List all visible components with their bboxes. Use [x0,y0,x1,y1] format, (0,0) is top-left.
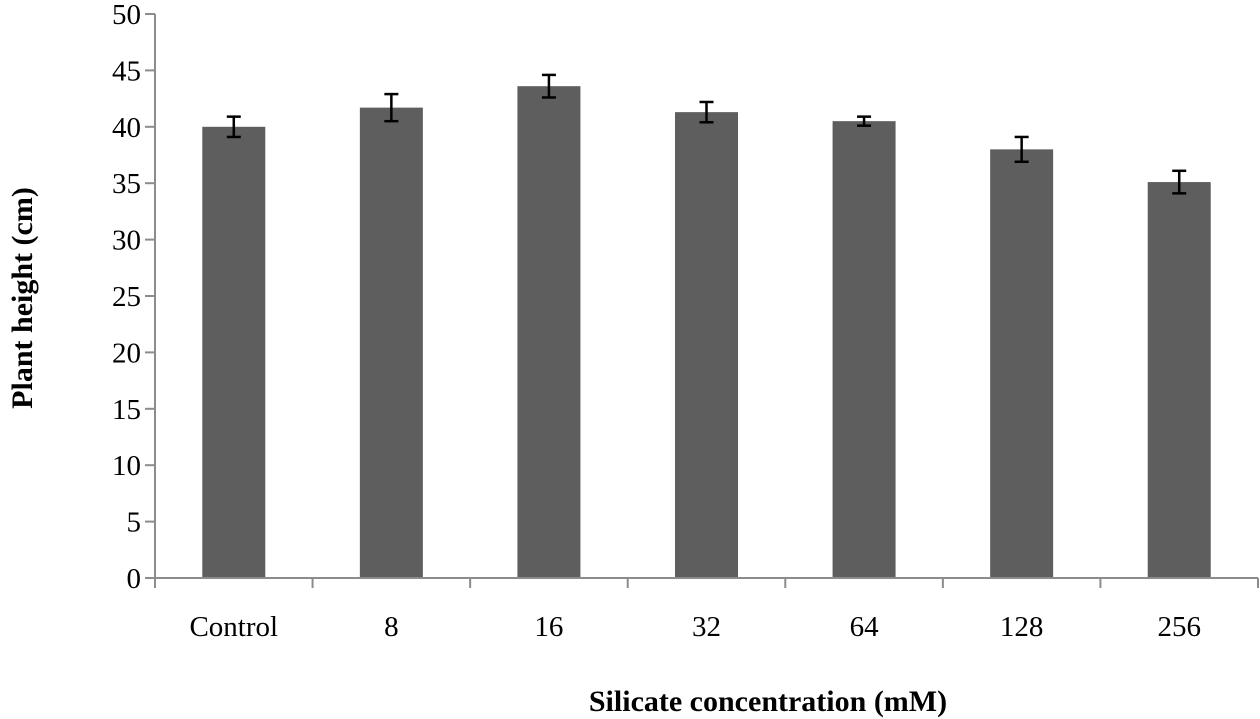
y-tick-label: 15 [112,394,141,426]
bar-64 [832,121,896,578]
y-tick-label: 20 [112,337,141,369]
y-axis-ticks: 0 5 10 15 20 25 30 35 40 45 50 [112,0,155,595]
y-tick-label: 5 [127,507,142,539]
x-tick-label: 256 [1157,611,1201,643]
bar-16 [517,86,581,578]
x-tick-label: 128 [1000,611,1044,643]
x-axis-ticks: Control 8 16 32 64 128 256 [154,578,1259,643]
error-bar [857,115,872,127]
bar-128 [990,149,1054,579]
y-tick-label: 30 [112,225,141,257]
bar-8 [359,107,423,579]
bar-256 [1147,182,1211,578]
y-tick-label: 10 [112,450,141,482]
y-tick-label: 45 [112,55,141,87]
x-tick-label: 64 [850,611,880,643]
bar-control [202,126,266,579]
y-tick-label: 25 [112,281,141,313]
y-tick-label: 0 [127,563,142,595]
error-bar [1014,135,1029,164]
x-tick-label: 8 [384,611,399,643]
error-bar [699,100,714,124]
x-tick-label: 32 [692,611,721,643]
x-tick-label: Control [189,611,278,643]
error-bar [226,115,241,139]
error-bar [1172,169,1187,195]
x-axis-title: Silicate concentration (mM) [589,685,947,718]
y-tick-label: 40 [112,112,141,144]
bar-series [202,86,1211,579]
bar-32 [675,112,738,579]
y-tick-label: 50 [112,0,141,31]
x-tick-label: 16 [534,611,563,643]
error-bar [384,92,399,123]
y-axis-title: Plant height (cm) [6,187,39,409]
error-bars [226,73,1187,195]
error-bar [541,73,556,99]
y-tick-label: 35 [112,168,141,200]
